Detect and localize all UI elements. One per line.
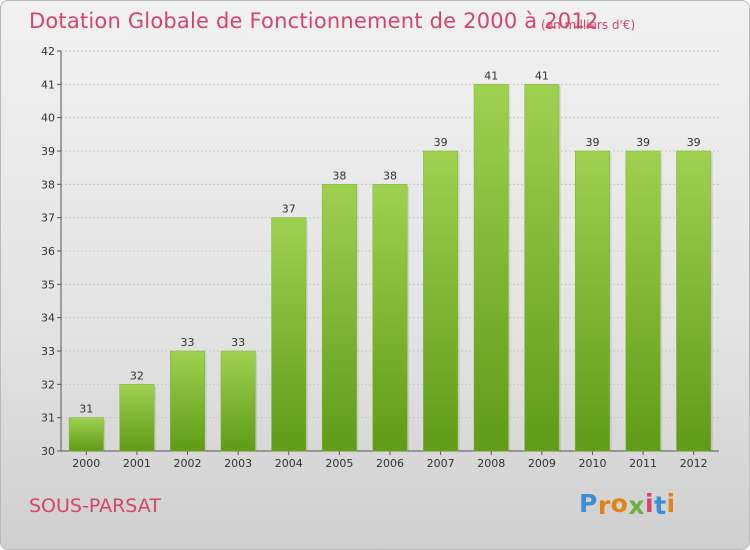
value-label: 37 bbox=[282, 203, 296, 216]
chart-title: Dotation Globale de Fonctionnement de 20… bbox=[29, 9, 599, 33]
logo-letter: o bbox=[610, 489, 629, 518]
y-tick-label: 40 bbox=[41, 112, 55, 125]
bars bbox=[68, 84, 713, 452]
value-label: 39 bbox=[636, 136, 650, 149]
logo-letter: i bbox=[666, 489, 676, 518]
bar-2000[interactable] bbox=[68, 417, 104, 452]
value-label: 41 bbox=[484, 69, 498, 82]
value-label: 39 bbox=[687, 136, 701, 149]
bar-2005[interactable] bbox=[321, 184, 357, 452]
bar-2007[interactable] bbox=[423, 150, 459, 452]
y-tick-label: 35 bbox=[41, 278, 55, 291]
logo-letter: P bbox=[579, 489, 598, 518]
y-tick-label: 30 bbox=[41, 445, 55, 458]
value-label: 39 bbox=[585, 136, 599, 149]
logo-letter: r bbox=[597, 491, 611, 520]
x-tick-label: 2001 bbox=[123, 457, 151, 470]
axes: 30 31 32 33 34 35 36 37 38 39 40 41 42 2000 2001 2002 20… bbox=[41, 45, 719, 470]
value-label: 32 bbox=[130, 369, 144, 382]
bar-2011[interactable] bbox=[625, 150, 661, 452]
value-label: 33 bbox=[181, 336, 195, 349]
value-labels: 31 32 33 33 37 38 38 39 41 41 39 39 39 bbox=[79, 69, 700, 415]
x-tick-label: 2012 bbox=[680, 457, 708, 470]
logo-letter: t bbox=[654, 491, 667, 520]
x-tick-label: 2009 bbox=[528, 457, 556, 470]
bar-2012[interactable] bbox=[676, 150, 712, 452]
bar-2008[interactable] bbox=[473, 84, 509, 452]
logo-letter: x bbox=[628, 491, 645, 520]
logo-letter: i bbox=[645, 489, 655, 518]
y-tick-label: 32 bbox=[41, 378, 55, 391]
commune-name: SOUS-PARSAT bbox=[29, 495, 161, 517]
bar-2004[interactable] bbox=[271, 217, 307, 452]
x-tick-label: 2004 bbox=[275, 457, 303, 470]
bar-2001[interactable] bbox=[119, 384, 155, 452]
bar-2010[interactable] bbox=[575, 150, 610, 452]
bar-2009[interactable] bbox=[524, 84, 560, 452]
y-tick-label: 42 bbox=[41, 45, 55, 58]
y-tick-label: 31 bbox=[41, 412, 55, 425]
bar-2006[interactable] bbox=[372, 184, 408, 452]
y-tick-label: 39 bbox=[41, 145, 55, 158]
x-tick-label: 2007 bbox=[427, 457, 455, 470]
value-label: 38 bbox=[332, 169, 346, 182]
x-tick-label: 2008 bbox=[477, 457, 505, 470]
x-tick-label: 2011 bbox=[629, 457, 657, 470]
x-tick-label: 2005 bbox=[325, 457, 353, 470]
value-label: 31 bbox=[79, 403, 93, 416]
x-tick-label: 2002 bbox=[174, 457, 202, 470]
x-tick-label: 2000 bbox=[72, 457, 100, 470]
y-tick-label: 36 bbox=[41, 245, 55, 258]
y-tick-label: 41 bbox=[41, 78, 55, 91]
value-label: 39 bbox=[434, 136, 448, 149]
x-tick-label: 2006 bbox=[376, 457, 404, 470]
value-label: 33 bbox=[231, 336, 245, 349]
chart-subtitle: (en milliers d'€) bbox=[541, 18, 636, 32]
proxiti-logo[interactable]: Proxiti bbox=[579, 489, 676, 520]
y-tick-label: 33 bbox=[41, 345, 55, 358]
bar-2003[interactable] bbox=[220, 350, 256, 452]
value-label: 41 bbox=[535, 69, 549, 82]
y-tick-label: 34 bbox=[41, 312, 55, 325]
x-tick-label: 2003 bbox=[224, 457, 252, 470]
value-label: 38 bbox=[383, 169, 397, 182]
y-tick-label: 37 bbox=[41, 212, 55, 225]
y-tick-label: 38 bbox=[41, 178, 55, 191]
x-tick-label: 2010 bbox=[578, 457, 606, 470]
bar-2002[interactable] bbox=[170, 350, 205, 452]
